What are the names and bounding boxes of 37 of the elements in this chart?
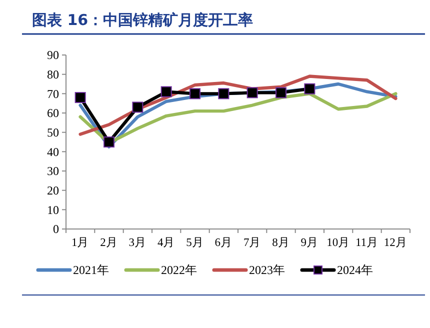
y-tick-label: 30 [47,164,59,178]
x-tick-label: 10月 [326,236,350,249]
x-tick-label: 4月 [157,236,176,249]
legend-label: 2024年 [337,263,373,278]
x-tick-label: 11月 [355,236,379,249]
point [74,92,86,104]
y-tick-label: 70 [47,86,59,101]
y-tick-label: 50 [47,126,59,140]
point [190,88,200,100]
y-tick-label: 80 [47,68,59,82]
y-tick-label: 60 [47,106,59,120]
x-tick-label: 9月 [300,236,319,249]
point [276,87,286,98]
point [218,88,230,100]
y-tick-label: 20 [47,184,59,198]
y-tick-label: 40 [47,144,59,159]
legend-label: 2021年 [73,263,109,278]
point [246,87,258,98]
point [104,136,114,148]
x-tick-label: 7月 [243,236,262,249]
point [160,86,172,98]
point [132,102,144,113]
y-tick-label: 90 [47,48,59,62]
x-tick-label: 1月 [71,236,90,249]
x-tick-label: 5月 [186,236,204,249]
x-tick-label: 8月 [272,236,290,249]
legend-label: 2022年 [161,263,197,278]
x-tick-label: 12月 [384,236,408,249]
x-tick-label: 3月 [128,236,147,249]
x-tick-label: 2月 [100,236,118,249]
point [304,83,316,94]
chart-title: 图表 16：中国锌精矿月度开工率 [32,11,254,29]
y-tick-label: 10 [47,202,59,217]
y-tick-label: 0 [53,222,59,236]
x-tick-label: 6月 [214,236,233,249]
legend-label: 2023年 [249,263,285,278]
line-series [78,74,398,136]
